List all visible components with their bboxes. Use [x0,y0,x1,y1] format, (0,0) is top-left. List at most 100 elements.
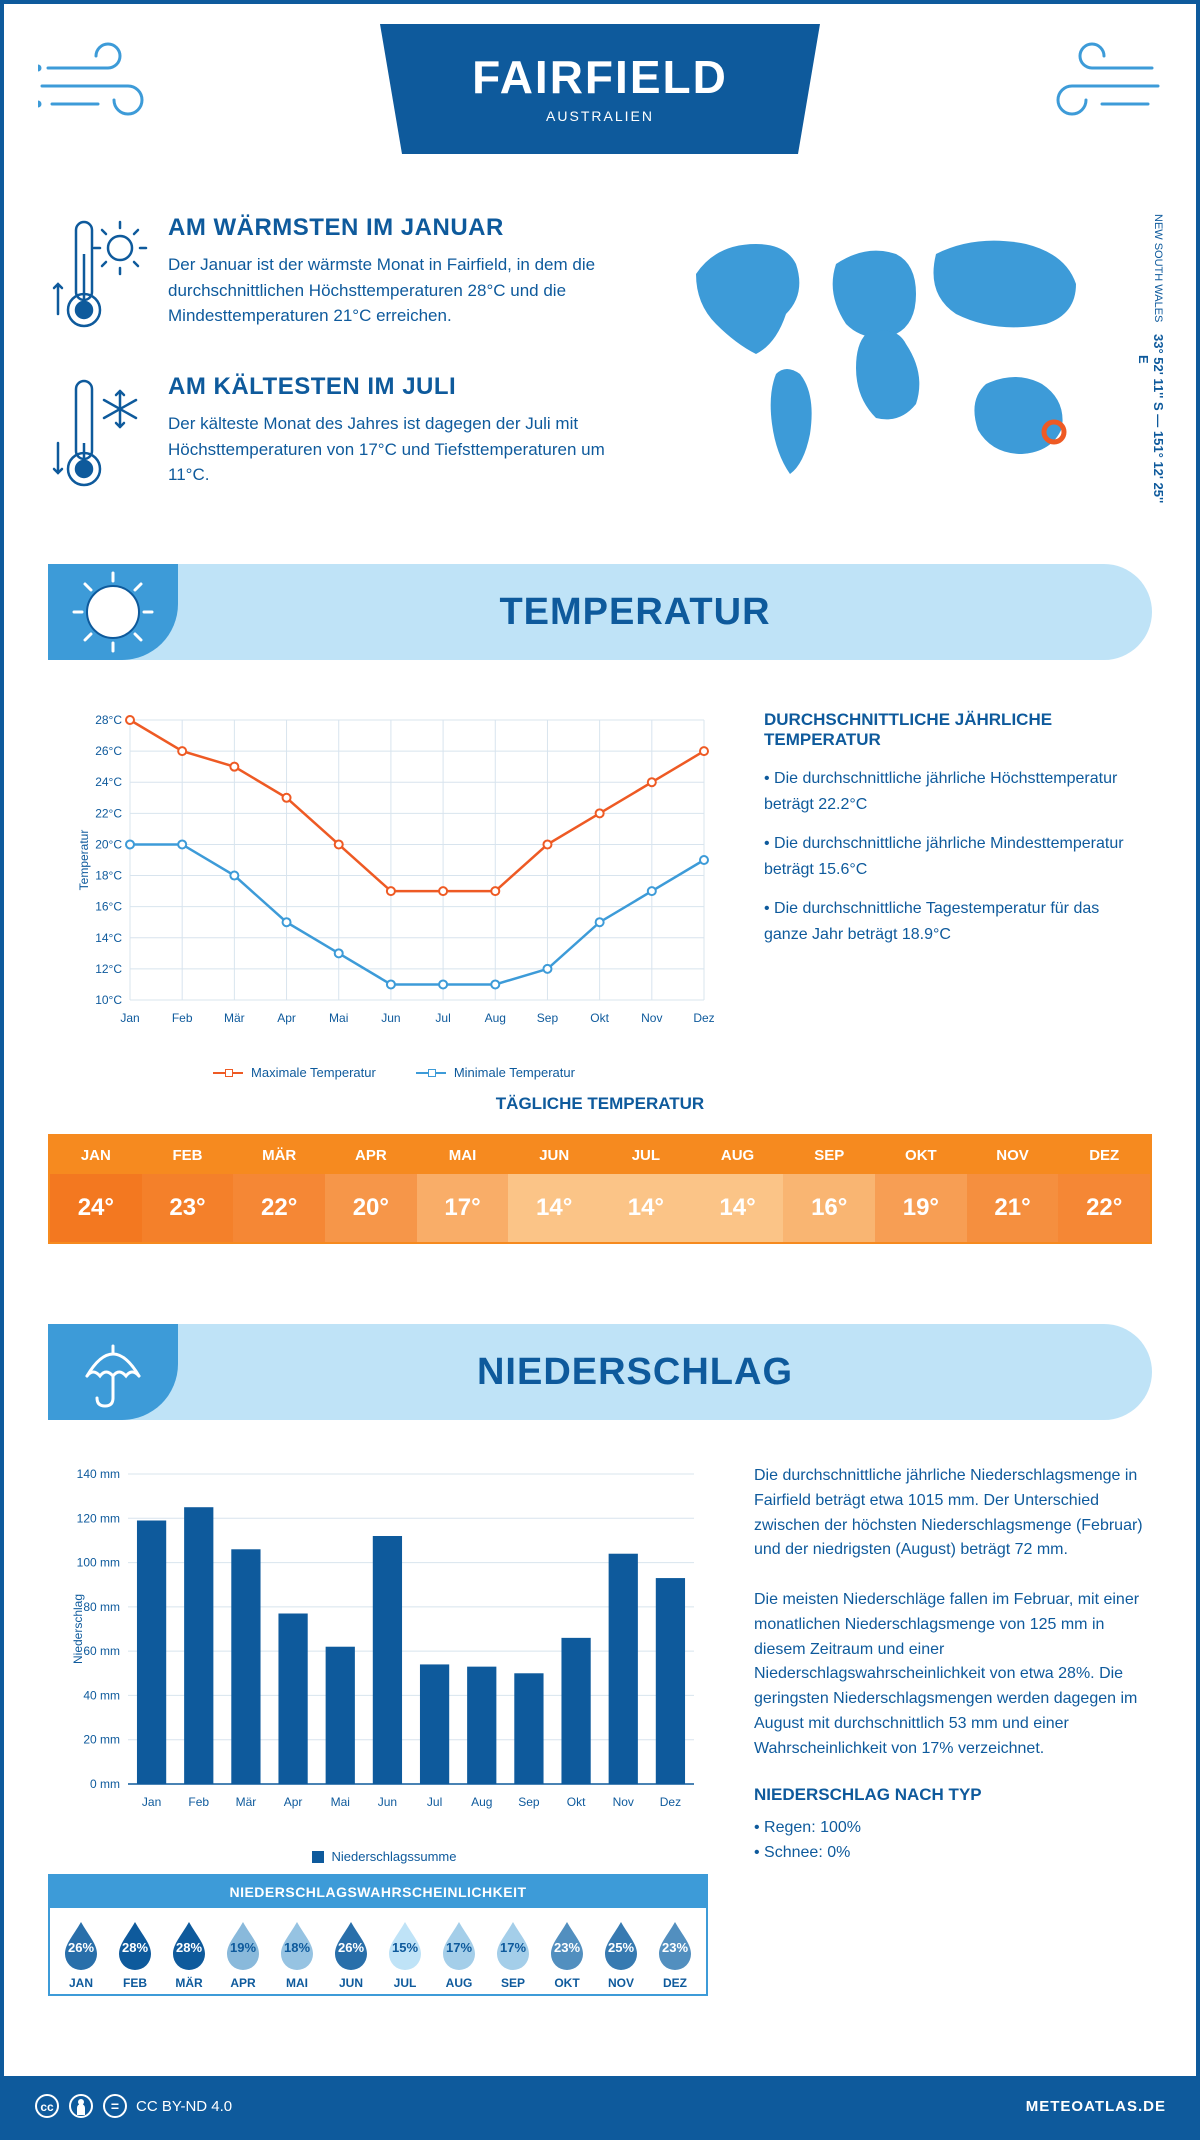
svg-text:16°C: 16°C [95,900,122,914]
prob-cell: 28%MÄR [162,1918,216,1990]
coldest-text: Der kälteste Monat des Jahres ist dagege… [168,411,608,488]
coords-text: 33° 52' 11'' S — 151° 12' 25'' E [1136,334,1166,503]
prob-cell: 23%OKT [540,1918,594,1990]
brand-label: METEOATLAS.DE [1026,2098,1166,2115]
svg-text:22°C: 22°C [95,806,122,820]
svg-text:40 mm: 40 mm [83,1688,120,1702]
svg-text:Jan: Jan [142,1795,161,1809]
svg-text:Temperatur: Temperatur [77,830,91,891]
footer: cc = CC BY-ND 4.0 METEOATLAS.DE [4,2076,1196,2136]
svg-text:100 mm: 100 mm [77,1556,120,1570]
temperature-summary: DURCHSCHNITTLICHE JÄHRLICHE TEMPERATUR •… [764,710,1144,962]
daily-temp-cell: MÄR22° [233,1136,325,1242]
daily-temp-cell: JUL14° [600,1136,692,1242]
prob-cell: 17%AUG [432,1918,486,1990]
country-subtitle: AUSTRALIEN [380,108,820,124]
svg-text:Aug: Aug [485,1011,506,1025]
prob-cell: 18%MAI [270,1918,324,1990]
svg-text:Niederschlag: Niederschlag [71,1594,85,1664]
svg-text:Apr: Apr [277,1011,296,1025]
prob-cell: 23%DEZ [648,1918,702,1990]
svg-text:Jul: Jul [427,1795,442,1809]
precipitation-summary: Die durchschnittliche jährliche Niedersc… [754,1464,1154,1866]
section-title: TEMPERATUR [178,591,1152,634]
coldest-block: AM KÄLTESTEN IM JULI Der kälteste Monat … [48,373,608,498]
sun-icon [48,564,178,660]
svg-text:10°C: 10°C [95,993,122,1007]
svg-text:Apr: Apr [284,1795,303,1809]
temperature-chart: 10°C12°C14°C16°C18°C20°C22°C24°C26°C28°C… [74,710,714,1080]
daily-temp-cell: MAI17° [417,1136,509,1242]
prob-cell: 26%JUN [324,1918,378,1990]
precip-legend: Niederschlagssumme [64,1849,704,1864]
climate-summary: AM WÄRMSTEN IM JANUAR Der Januar ist der… [48,214,608,532]
svg-text:26°C: 26°C [95,744,122,758]
warmest-block: AM WÄRMSTEN IM JANUAR Der Januar ist der… [48,214,608,339]
svg-text:0 mm: 0 mm [90,1777,120,1791]
svg-text:120 mm: 120 mm [77,1511,120,1525]
svg-text:Jun: Jun [378,1795,397,1809]
svg-text:Jul: Jul [435,1011,450,1025]
svg-text:Nov: Nov [641,1011,662,1025]
svg-text:Jun: Jun [381,1011,400,1025]
daily-temp-cell: OKT19° [875,1136,967,1242]
daily-temp-table: JAN24°FEB23°MÄR22°APR20°MAI17°JUN14°JUL1… [48,1134,1152,1244]
daily-temp-cell: FEB23° [142,1136,234,1242]
svg-text:Nov: Nov [613,1795,634,1809]
daily-temp-cell: NOV21° [967,1136,1059,1242]
svg-text:Mär: Mär [224,1011,245,1025]
wind-icon [1032,38,1162,133]
daily-temp-cell: APR20° [325,1136,417,1242]
section-header-temperature: TEMPERATUR [48,564,1152,660]
precip-type-title: NIEDERSCHLAG NACH TYP [754,1782,1154,1808]
svg-text:Sep: Sep [537,1011,559,1025]
umbrella-icon [48,1324,178,1420]
svg-text:Dez: Dez [693,1011,714,1025]
prob-cell: 25%NOV [594,1918,648,1990]
prob-cell: 17%SEP [486,1918,540,1990]
license-text: CC BY-ND 4.0 [136,2098,232,2115]
svg-text:cc: cc [40,2100,54,2114]
section-title: NIEDERSCHLAG [178,1351,1152,1394]
svg-text:80 mm: 80 mm [83,1600,120,1614]
precipitation-chart: 0 mm20 mm40 mm60 mm80 mm100 mm120 mm140 … [64,1464,704,1864]
daily-temp-cell: AUG14° [692,1136,784,1242]
license-badge: cc = CC BY-ND 4.0 [34,2093,232,2119]
precip-probability-table: NIEDERSCHLAGSWAHRSCHEINLICHKEIT 26%JAN28… [48,1874,708,1996]
daily-temp-title: TÄGLICHE TEMPERATUR [4,1094,1196,1114]
svg-text:Jan: Jan [120,1011,139,1025]
prob-cell: 28%FEB [108,1918,162,1990]
svg-text:140 mm: 140 mm [77,1467,120,1481]
svg-text:Feb: Feb [188,1795,209,1809]
svg-text:Sep: Sep [518,1795,540,1809]
svg-text:24°C: 24°C [95,775,122,789]
wind-icon [38,38,168,133]
warmest-text: Der Januar ist der wärmste Monat in Fair… [168,252,608,329]
prob-cell: 19%APR [216,1918,270,1990]
svg-text:Aug: Aug [471,1795,492,1809]
svg-text:14°C: 14°C [95,931,122,945]
daily-temp-cell: JUN14° [508,1136,600,1242]
svg-text:Okt: Okt [590,1011,609,1025]
svg-text:20°C: 20°C [95,837,122,851]
svg-text:Mär: Mär [236,1795,257,1809]
coordinates: NEW SOUTH WALES 33° 52' 11'' S — 151° 12… [1142,214,1166,504]
city-title: FAIRFIELD [380,50,820,104]
svg-text:Okt: Okt [567,1795,586,1809]
svg-text:=: = [111,2098,119,2114]
temp-legend: Maximale Temperatur Minimale Temperatur [74,1065,714,1080]
prob-cell: 26%JAN [54,1918,108,1990]
page: FAIRFIELD AUSTRALIEN AM WÄRMSTEN IM JANU… [0,0,1200,2140]
svg-text:Feb: Feb [172,1011,193,1025]
header-banner: FAIRFIELD AUSTRALIEN [380,24,820,154]
svg-text:Mai: Mai [329,1011,348,1025]
thermometer-hot-icon [48,214,148,339]
warmest-title: AM WÄRMSTEN IM JANUAR [168,214,608,242]
daily-temp-cell: JAN24° [50,1136,142,1242]
temp-side-title: DURCHSCHNITTLICHE JÄHRLICHE TEMPERATUR [764,710,1144,750]
daily-temp-cell: DEZ22° [1058,1136,1150,1242]
daily-temp-cell: SEP16° [783,1136,875,1242]
svg-text:60 mm: 60 mm [83,1644,120,1658]
coldest-title: AM KÄLTESTEN IM JULI [168,373,608,401]
svg-text:12°C: 12°C [95,962,122,976]
